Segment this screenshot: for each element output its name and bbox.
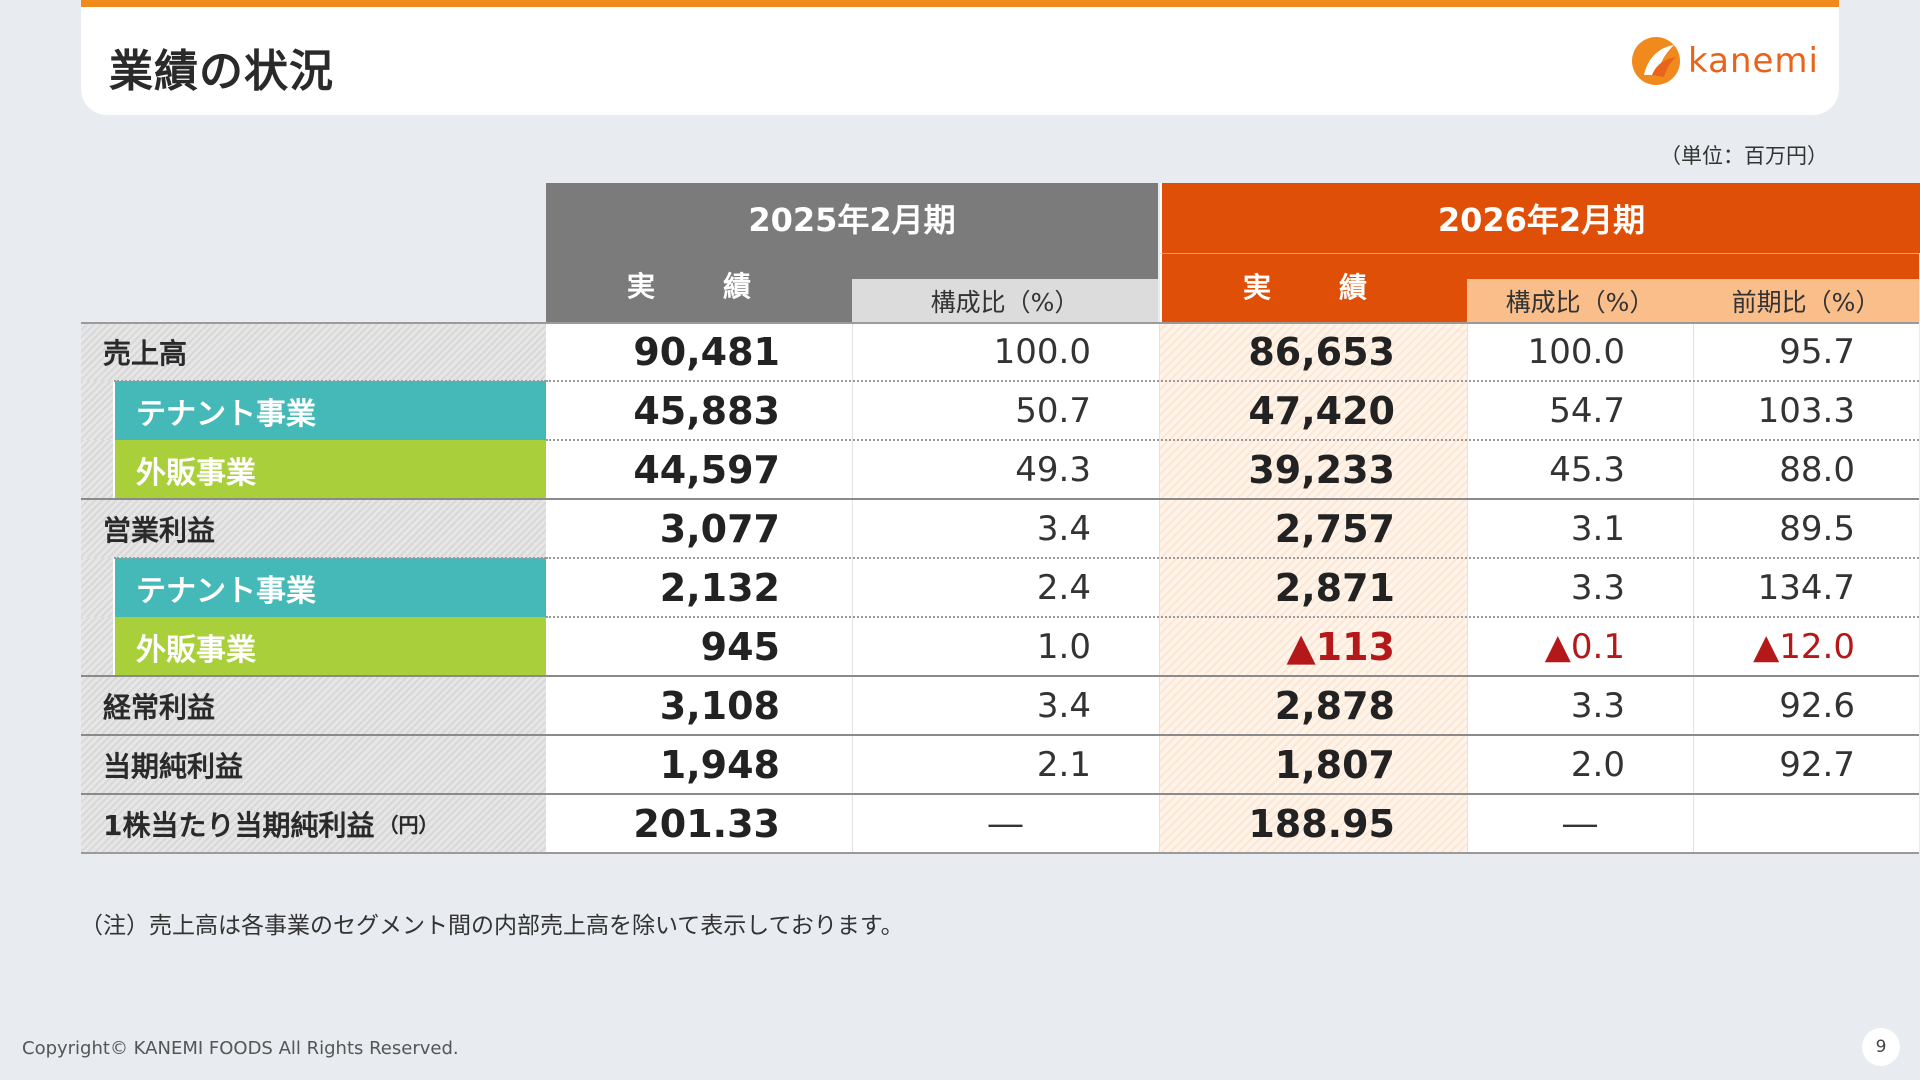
cell-fy2026-yoy: ▲12.0 xyxy=(1693,617,1919,676)
header-fy2026-yoy: 前期比（%） xyxy=(1693,279,1919,323)
cell-fy2026-ratio: 3.1 xyxy=(1467,499,1693,558)
cell-fy2026-ratio: ▲0.1 xyxy=(1467,617,1693,676)
table-row-op-wholesale: 外販事業 945 1.0 ▲113 ▲0.1 ▲12.0 xyxy=(81,617,1919,676)
cell-fy2025-actual: 2,132 xyxy=(546,558,852,617)
row-label: 営業利益 xyxy=(103,513,216,547)
header-fy2025: 2025年2月期 xyxy=(546,183,1158,253)
cell-fy2026-actual: 2,871 xyxy=(1159,558,1467,617)
row-divider-dotted xyxy=(546,439,1919,441)
cell-fy2026-actual: 39,233 xyxy=(1159,440,1467,499)
cell-fy2025-actual: 201.33 xyxy=(546,794,852,853)
cell-fy2026-ratio: ― xyxy=(1467,794,1693,853)
cell-fy2025-actual: 1,948 xyxy=(546,735,852,794)
unit-label: （単位：百万円） xyxy=(1660,144,1828,168)
row-divider-dotted xyxy=(546,380,1919,382)
row-label: 1株当たり当期純利益 xyxy=(103,808,375,842)
footnote: （注）売上高は各事業のセグメント間の内部売上高を除いて表示しております。 xyxy=(80,913,904,939)
row-label: 経常利益 xyxy=(103,690,216,724)
cell-fy2026-yoy: 134.7 xyxy=(1693,558,1919,617)
cell-fy2026-yoy: 89.5 xyxy=(1693,499,1919,558)
table-row-sales: 売上高 90,481 100.0 86,653 100.0 95.7 xyxy=(81,322,1919,381)
cell-fy2026-actual: 2,878 xyxy=(1159,676,1467,735)
cell-fy2026-actual: ▲113 xyxy=(1159,617,1467,676)
header-fy2026: 2026年2月期 xyxy=(1160,183,1920,253)
table-row-net-income: 当期純利益 1,948 2.1 1,807 2.0 92.7 xyxy=(81,735,1919,794)
table-row-op-tenant: テナント事業 2,132 2.4 2,871 3.3 134.7 xyxy=(81,558,1919,617)
row-label-segment: 外販事業 xyxy=(114,617,546,676)
table-row-ordinary-profit: 経常利益 3,108 3.4 2,878 3.3 92.6 xyxy=(81,676,1919,735)
cell-fy2026-ratio: 45.3 xyxy=(1467,440,1693,499)
cell-fy2026-actual: 47,420 xyxy=(1159,381,1467,440)
cell-fy2025-actual: 45,883 xyxy=(546,381,852,440)
page-title: 業績の状況 xyxy=(109,46,334,97)
row-divider-dotted xyxy=(546,616,1919,618)
table-row-operating-profit: 営業利益 3,077 3.4 2,757 3.1 89.5 xyxy=(81,499,1919,558)
cell-fy2026-yoy xyxy=(1693,794,1919,853)
cell-fy2025-actual: 3,077 xyxy=(546,499,852,558)
table-row-eps: 1株当たり当期純利益 （円） 201.33 ― 188.95 ― xyxy=(81,794,1919,853)
cell-fy2026-actual: 188.95 xyxy=(1159,794,1467,853)
row-divider-dotted xyxy=(114,557,546,559)
cell-fy2025-ratio: 100.0 xyxy=(852,322,1159,381)
row-divider-dotted xyxy=(114,380,546,382)
cell-fy2025-ratio: 3.4 xyxy=(852,499,1159,558)
cell-fy2026-yoy: 92.7 xyxy=(1693,735,1919,794)
row-divider xyxy=(81,675,1919,677)
cell-fy2025-actual: 945 xyxy=(546,617,852,676)
row-label-unit: （円） xyxy=(378,813,439,837)
cell-fy2025-ratio: 3.4 xyxy=(852,676,1159,735)
cell-fy2026-yoy: 88.0 xyxy=(1693,440,1919,499)
kanemi-logo: kanemi xyxy=(1630,33,1819,89)
cell-fy2026-actual: 1,807 xyxy=(1159,735,1467,794)
column-divider xyxy=(852,322,853,853)
cell-fy2025-ratio: ― xyxy=(852,794,1159,853)
row-divider xyxy=(81,498,1919,500)
cell-fy2026-ratio: 3.3 xyxy=(1467,676,1693,735)
logo-wordmark: kanemi xyxy=(1688,41,1819,81)
column-divider xyxy=(1159,322,1160,853)
row-divider xyxy=(81,793,1919,795)
cell-fy2026-yoy: 92.6 xyxy=(1693,676,1919,735)
cell-fy2025-actual: 44,597 xyxy=(546,440,852,499)
cell-fy2026-ratio: 3.3 xyxy=(1467,558,1693,617)
row-divider xyxy=(81,852,1919,854)
cell-fy2026-yoy: 103.3 xyxy=(1693,381,1919,440)
column-divider xyxy=(1693,322,1694,853)
row-label-segment: テナント事業 xyxy=(114,558,546,617)
cell-fy2026-ratio: 54.7 xyxy=(1467,381,1693,440)
cell-fy2025-ratio: 50.7 xyxy=(852,381,1159,440)
page-number: 9 xyxy=(1862,1028,1900,1066)
cell-fy2026-actual: 86,653 xyxy=(1159,322,1467,381)
cell-fy2026-actual: 2,757 xyxy=(1159,499,1467,558)
cell-fy2025-ratio: 49.3 xyxy=(852,440,1159,499)
row-label: 売上高 xyxy=(103,336,188,370)
segment-divider xyxy=(113,381,115,499)
row-label: 当期純利益 xyxy=(103,749,244,783)
cell-fy2025-actual: 3,108 xyxy=(546,676,852,735)
cell-fy2026-ratio: 2.0 xyxy=(1467,735,1693,794)
row-label-segment: 外販事業 xyxy=(114,440,546,499)
table-row-sales-tenant: テナント事業 45,883 50.7 47,420 54.7 103.3 xyxy=(81,381,1919,440)
header-fy2025-ratio: 構成比（%） xyxy=(852,279,1158,323)
kanemi-logo-icon xyxy=(1632,37,1681,85)
row-label-segment: テナント事業 xyxy=(114,381,546,440)
cell-fy2025-ratio: 1.0 xyxy=(852,617,1159,676)
column-divider xyxy=(1467,322,1468,853)
segment-divider xyxy=(113,558,115,676)
header-fy2026-actual: 実 績 xyxy=(1242,271,1387,304)
cell-fy2026-yoy: 95.7 xyxy=(1693,322,1919,381)
cell-fy2025-ratio: 2.4 xyxy=(852,558,1159,617)
header-bar: 業績の状況 kanemi xyxy=(81,0,1839,115)
header-fy2026-ratio: 構成比（%） xyxy=(1467,279,1693,323)
row-divider xyxy=(81,322,1919,324)
header-fy2025-actual: 実 績 xyxy=(626,270,771,303)
table-row-sales-wholesale: 外販事業 44,597 49.3 39,233 45.3 88.0 xyxy=(81,440,1919,499)
row-divider-dotted xyxy=(546,557,1919,559)
row-divider xyxy=(81,734,1919,736)
cell-fy2025-actual: 90,481 xyxy=(546,322,852,381)
cell-fy2026-ratio: 100.0 xyxy=(1467,322,1693,381)
copyright: Copyright© KANEMI FOODS All Rights Reser… xyxy=(22,1038,459,1059)
row-label-eps: 1株当たり当期純利益 （円） xyxy=(103,794,438,853)
cell-fy2025-ratio: 2.1 xyxy=(852,735,1159,794)
